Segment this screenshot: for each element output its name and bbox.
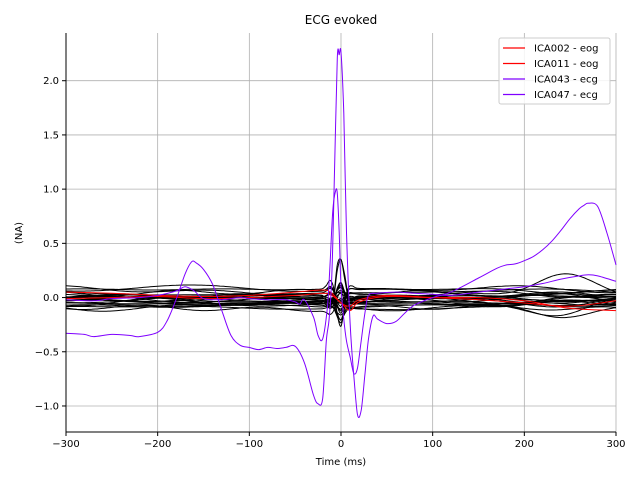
y-axis-label: (NA) <box>14 222 25 244</box>
y-tick-label: −0.5 <box>35 347 59 358</box>
legend-box <box>498 37 611 105</box>
legend-label: ICA043 - ecg <box>534 75 598 86</box>
legend: ICA002 - eog ICA011 - eog ICA043 - ecg ICA0… <box>498 37 611 105</box>
x-tick-label: −100 <box>236 439 263 450</box>
x-tick-label: 300 <box>606 439 625 450</box>
x-tick-label: 200 <box>515 439 534 450</box>
component-trace <box>66 295 617 306</box>
component-trace <box>65 285 616 307</box>
y-tick-label: 0.0 <box>43 293 59 304</box>
highlighted-series <box>65 48 617 419</box>
y-tick-label: −1.0 <box>35 401 59 412</box>
legend-label: ICA002 - eog <box>534 44 598 55</box>
grid-lines <box>65 33 617 432</box>
legend-label: ICA011 - eog <box>534 59 598 70</box>
y-tick-label: 1.5 <box>43 130 59 141</box>
x-tick-label: −300 <box>52 439 79 450</box>
legend-label: ICA047 - ecg <box>534 90 598 101</box>
series-line <box>65 292 617 312</box>
chart-title: ECG evoked <box>305 13 377 27</box>
y-tick-label: 1.0 <box>43 185 59 196</box>
axes: −300 −200 −100 0 100 200 300 −1.0 −0.5 0.0 0.5 1.0 1… <box>35 33 626 450</box>
x-tick-label: −200 <box>144 439 171 450</box>
series-line <box>65 188 617 375</box>
y-tick-label: 0.5 <box>43 239 59 250</box>
x-axis-label: Time (ms) <box>315 457 367 468</box>
series-line <box>65 48 617 419</box>
component-trace <box>66 279 617 327</box>
x-tick-label: 100 <box>423 439 442 450</box>
y-tick-label: 2.0 <box>43 76 59 87</box>
x-tick-label: 0 <box>338 439 344 450</box>
